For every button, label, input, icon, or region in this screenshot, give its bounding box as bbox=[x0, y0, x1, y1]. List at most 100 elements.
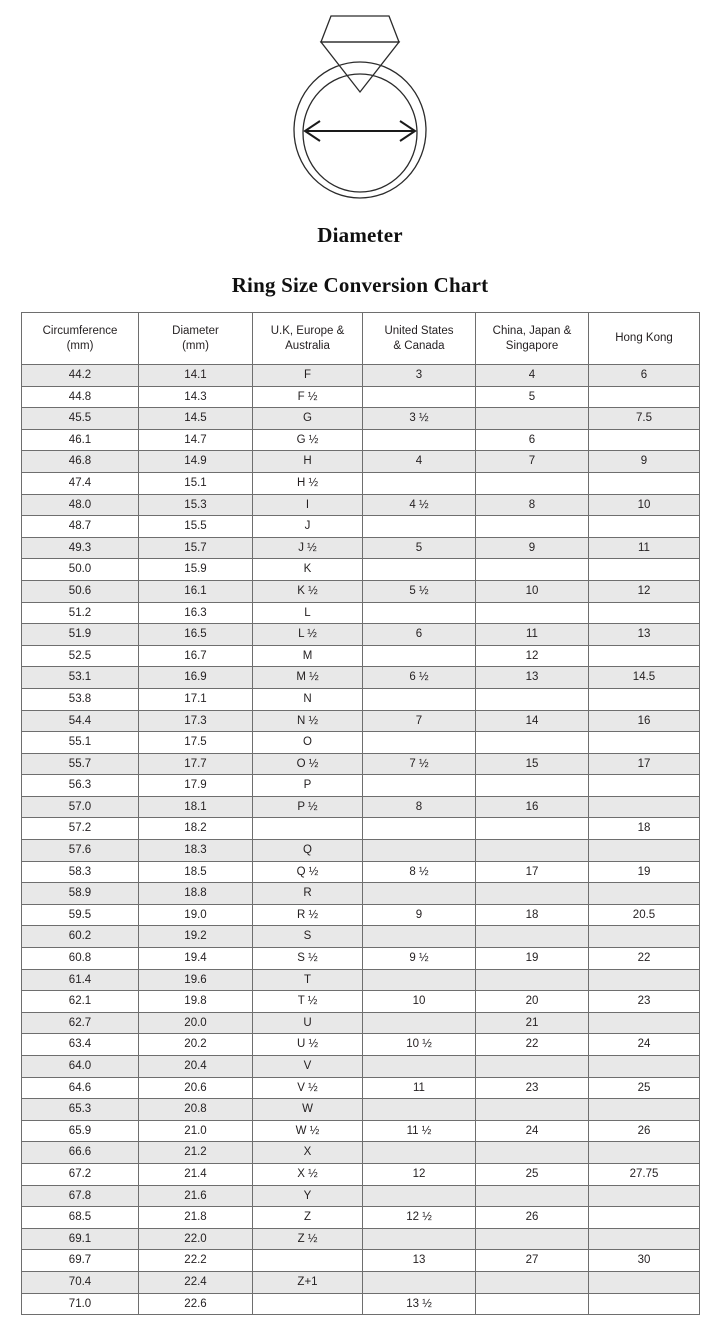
cell-china-japan-singapore: 7 bbox=[475, 450, 589, 473]
cell-diameter: 16.1 bbox=[138, 579, 253, 603]
cell-hong-kong bbox=[588, 1184, 700, 1208]
table-row: 51.9 16.5 L ½ 6 11 13 bbox=[21, 623, 700, 646]
cell-hong-kong bbox=[588, 558, 700, 581]
table-row: 59.5 19.0 R ½ 9 18 20.5 bbox=[21, 903, 700, 927]
cell-circumference: 60.8 bbox=[21, 947, 139, 970]
cell-china-japan-singapore bbox=[475, 1292, 589, 1316]
cell-diameter: 17.3 bbox=[138, 709, 253, 733]
cell-diameter: 19.4 bbox=[138, 947, 253, 970]
cell-uk-europe-australia: S ½ bbox=[252, 947, 363, 970]
ring-size-conversion-table: Circumference (mm) Diameter (mm) U.K, Eu… bbox=[21, 312, 700, 1316]
cell-hong-kong bbox=[588, 1011, 700, 1035]
table-row: 47.4 15.1 H ½ bbox=[21, 471, 700, 495]
cell-hong-kong: 11 bbox=[588, 536, 700, 560]
cell-diameter: 21.6 bbox=[138, 1184, 253, 1208]
cell-hong-kong bbox=[588, 1098, 700, 1121]
cell-uk-europe-australia: T ½ bbox=[252, 990, 363, 1013]
cell-china-japan-singapore: 26 bbox=[475, 1206, 589, 1229]
column-header-hong-kong: Hong Kong bbox=[588, 312, 700, 365]
column-header-united-states-canada: United States & Canada bbox=[362, 312, 476, 365]
cell-circumference: 45.5 bbox=[21, 407, 139, 430]
cell-uk-europe-australia: I bbox=[252, 493, 363, 517]
cell-united-states-canada: 12 ½ bbox=[362, 1206, 476, 1229]
table-body: 44.2 14.1 F 3 4 6 44.8 14.3 F ½ 5 45.5 14.5 G 3 ½ 7.5 4… bbox=[21, 364, 700, 1316]
cell-circumference: 64.6 bbox=[21, 1076, 139, 1100]
table-row: 71.0 22.6 13 ½ bbox=[21, 1292, 700, 1316]
cell-uk-europe-australia: V ½ bbox=[252, 1076, 363, 1100]
cell-diameter: 21.0 bbox=[138, 1119, 253, 1143]
cell-diameter: 22.6 bbox=[138, 1292, 253, 1316]
cell-circumference: 62.1 bbox=[21, 990, 139, 1013]
cell-uk-europe-australia: O ½ bbox=[252, 752, 363, 776]
cell-hong-kong bbox=[588, 471, 700, 495]
cell-united-states-canada: 10 bbox=[362, 990, 476, 1013]
cell-uk-europe-australia: H bbox=[252, 450, 363, 473]
cell-diameter: 18.5 bbox=[138, 860, 253, 884]
cell-china-japan-singapore bbox=[475, 601, 589, 625]
cell-diameter: 15.1 bbox=[138, 471, 253, 495]
table-row: 70.4 22.4 Z+1 bbox=[21, 1270, 700, 1294]
table-row: 66.6 21.2 X bbox=[21, 1141, 700, 1164]
cell-hong-kong bbox=[588, 1227, 700, 1251]
header-line-1: United States bbox=[384, 324, 454, 337]
cell-hong-kong: 13 bbox=[588, 623, 700, 646]
cell-diameter: 22.2 bbox=[138, 1249, 253, 1272]
cell-uk-europe-australia: J bbox=[252, 515, 363, 538]
cell-circumference: 48.7 bbox=[21, 515, 139, 538]
header-line-2: Singapore bbox=[505, 339, 559, 352]
table-row: 57.0 18.1 P ½ 8 16 bbox=[21, 795, 700, 819]
cell-china-japan-singapore bbox=[475, 882, 589, 905]
cell-hong-kong: 17 bbox=[588, 752, 700, 776]
cell-united-states-canada bbox=[362, 731, 476, 754]
cell-uk-europe-australia: Q ½ bbox=[252, 860, 363, 884]
cell-diameter: 16.9 bbox=[138, 666, 253, 689]
cell-diameter: 17.7 bbox=[138, 752, 253, 776]
cell-circumference: 69.7 bbox=[21, 1249, 139, 1272]
cell-uk-europe-australia: Q bbox=[252, 839, 363, 862]
cell-hong-kong bbox=[588, 1270, 700, 1294]
cell-diameter: 16.5 bbox=[138, 623, 253, 646]
cell-china-japan-singapore bbox=[475, 407, 589, 430]
table-header: Circumference (mm) Diameter (mm) U.K, Eu… bbox=[21, 312, 700, 365]
cell-china-japan-singapore bbox=[475, 687, 589, 711]
table-row: 52.5 16.7 M 12 bbox=[21, 644, 700, 668]
cell-china-japan-singapore bbox=[475, 471, 589, 495]
ring-diagram bbox=[0, 6, 720, 202]
cell-circumference: 58.3 bbox=[21, 860, 139, 884]
cell-china-japan-singapore: 22 bbox=[475, 1033, 589, 1056]
table-row: 50.0 15.9 K bbox=[21, 558, 700, 581]
header-line-2: & Canada bbox=[393, 339, 445, 352]
page-title: Ring Size Conversion Chart bbox=[231, 273, 489, 297]
cell-diameter: 18.1 bbox=[138, 795, 253, 819]
cell-china-japan-singapore bbox=[475, 774, 589, 797]
cell-diameter: 22.0 bbox=[138, 1227, 253, 1251]
cell-united-states-canada: 3 ½ bbox=[362, 407, 476, 430]
cell-circumference: 52.5 bbox=[21, 644, 139, 668]
header-line-2: (mm) bbox=[182, 339, 209, 352]
cell-circumference: 61.4 bbox=[21, 968, 139, 992]
cell-uk-europe-australia: Z+1 bbox=[252, 1270, 363, 1294]
cell-hong-kong bbox=[588, 839, 700, 862]
diameter-arrow-icon bbox=[303, 120, 417, 142]
cell-uk-europe-australia bbox=[252, 1292, 363, 1316]
column-header-uk-europe-australia: U.K, Europe & Australia bbox=[252, 312, 363, 365]
cell-united-states-canada: 10 ½ bbox=[362, 1033, 476, 1056]
table-row: 67.2 21.4 X ½ 12 25 27.75 bbox=[21, 1162, 700, 1186]
cell-circumference: 53.8 bbox=[21, 687, 139, 711]
cell-circumference: 54.4 bbox=[21, 709, 139, 733]
cell-diameter: 17.1 bbox=[138, 687, 253, 711]
cell-china-japan-singapore bbox=[475, 515, 589, 538]
cell-circumference: 58.9 bbox=[21, 882, 139, 905]
cell-circumference: 62.7 bbox=[21, 1011, 139, 1035]
header-line-2: Australia bbox=[285, 339, 330, 352]
cell-united-states-canada: 6 ½ bbox=[362, 666, 476, 689]
cell-china-japan-singapore: 8 bbox=[475, 493, 589, 517]
cell-united-states-canada bbox=[362, 601, 476, 625]
cell-china-japan-singapore: 12 bbox=[475, 644, 589, 668]
cell-hong-kong bbox=[588, 1141, 700, 1164]
cell-china-japan-singapore: 5 bbox=[475, 385, 589, 409]
cell-uk-europe-australia: L bbox=[252, 601, 363, 625]
cell-united-states-canada: 5 ½ bbox=[362, 579, 476, 603]
cell-united-states-canada: 3 bbox=[362, 364, 476, 387]
